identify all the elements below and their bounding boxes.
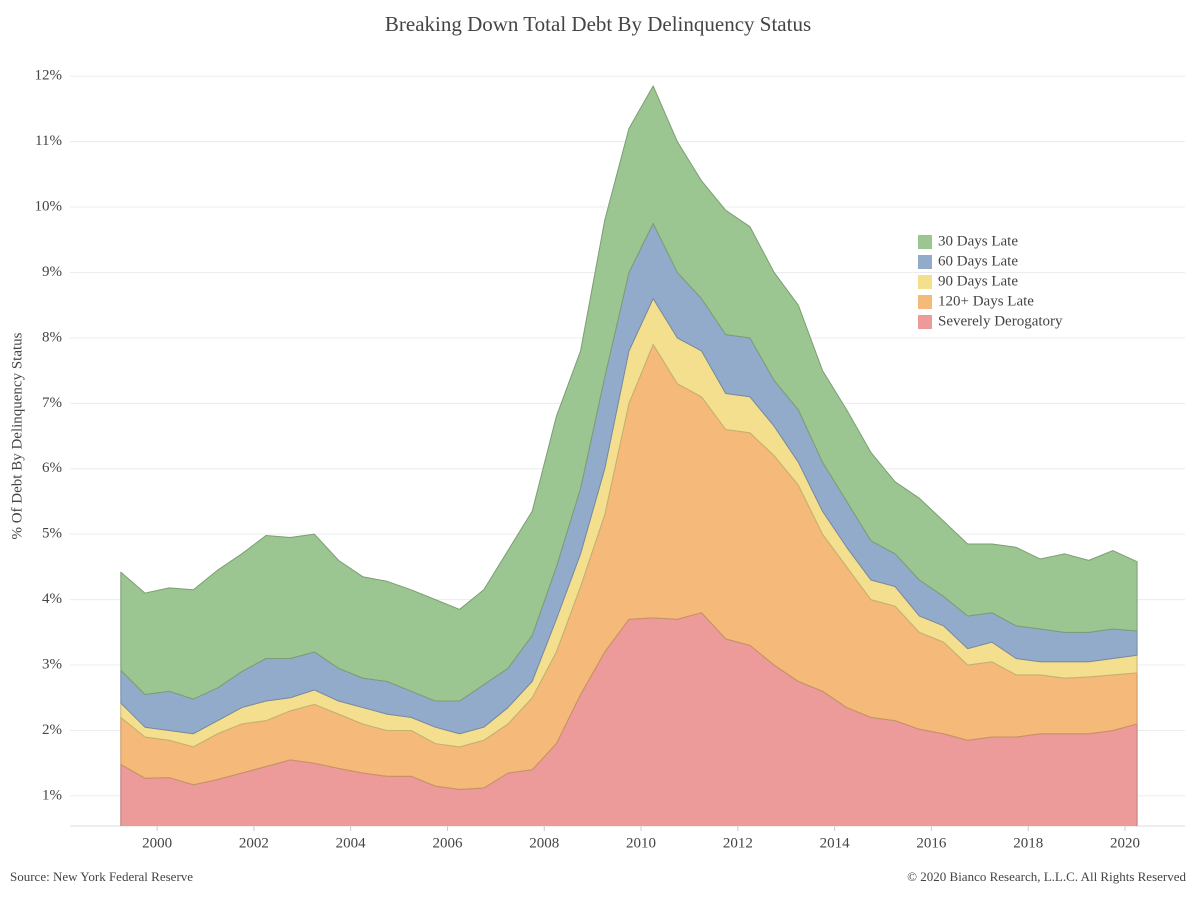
legend-swatch: [918, 295, 932, 309]
x-tick-label: 2006: [432, 835, 463, 851]
x-tick-label: 2012: [723, 835, 753, 851]
y-tick-label: 3%: [42, 656, 62, 672]
y-tick-label: 8%: [42, 329, 62, 345]
y-tick-label: 12%: [35, 68, 63, 84]
x-tick-label: 2002: [239, 835, 269, 851]
legend-swatch: [918, 275, 932, 289]
y-tick-label: 1%: [42, 787, 62, 803]
x-tick-label: 2014: [820, 835, 851, 851]
legend-swatch: [918, 315, 932, 329]
legend-label: 30 Days Late: [938, 233, 1018, 249]
x-tick-label: 2004: [336, 835, 367, 851]
legend-swatch: [918, 235, 932, 249]
plot-area: [120, 85, 1138, 826]
x-tick-label: 2008: [529, 835, 559, 851]
legend-label: 90 Days Late: [938, 273, 1018, 289]
y-tick-label: 2%: [42, 722, 62, 738]
y-tick-label: 10%: [35, 198, 63, 214]
y-tick-label: 6%: [42, 460, 62, 476]
legend-label: Severely Derogatory: [938, 313, 1063, 329]
y-tick-label: 9%: [42, 264, 62, 280]
y-tick-label: 5%: [42, 526, 62, 542]
chart-title: Breaking Down Total Debt By Delinquency …: [385, 12, 811, 36]
y-tick-label: 4%: [42, 591, 62, 607]
source-note: Source: New York Federal Reserve: [10, 869, 193, 884]
x-tick-label: 2020: [1110, 835, 1140, 851]
y-axis-label: % Of Debt By Delinquency Status: [9, 332, 25, 539]
x-tick-label: 2016: [916, 835, 947, 851]
x-tick-label: 2000: [142, 835, 172, 851]
legend-label: 60 Days Late: [938, 253, 1018, 269]
area: [120, 85, 1138, 702]
legend-label: 120+ Days Late: [938, 293, 1034, 309]
x-tick-label: 2018: [1013, 835, 1043, 851]
copyright-note: © 2020 Bianco Research, L.L.C. All Right…: [907, 869, 1186, 884]
legend-swatch: [918, 255, 932, 269]
y-tick-label: 11%: [35, 133, 62, 149]
y-tick-label: 7%: [42, 395, 62, 411]
x-tick-label: 2010: [626, 835, 656, 851]
